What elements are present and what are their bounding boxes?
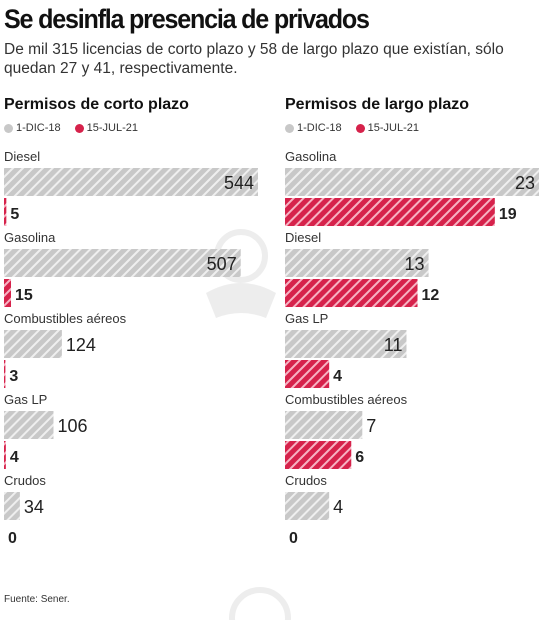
legend-item-new-long: 15-JUL-21 — [355, 122, 419, 134]
value-label-2018: 13 — [405, 254, 425, 274]
bar-2021 — [4, 198, 7, 226]
legend-dot-old — [4, 123, 13, 133]
bar-2018 — [4, 249, 241, 277]
value-label-2021: 12 — [422, 287, 440, 304]
legend-item-old-long: 1-DIC-18 — [285, 122, 342, 134]
value-label-2018: 106 — [57, 416, 87, 436]
value-label-2018: 7 — [366, 416, 376, 436]
value-label-2021: 4 — [333, 368, 342, 385]
value-label-2018: 23 — [515, 173, 535, 193]
bar-2021 — [4, 360, 6, 388]
short-term-chart: Diesel 544 5 Gasolina 507 15 Combustibles aére… — [4, 149, 258, 547]
source-note: Fuente: Sener. — [4, 594, 70, 605]
bar-2021 — [4, 279, 12, 307]
category-label: Diesel — [285, 230, 321, 245]
value-label-2021: 0 — [289, 530, 298, 547]
value-label-2021: 0 — [8, 530, 17, 547]
value-label-2018: 507 — [207, 254, 237, 274]
long-term-chart: Gasolina 23 19 Diesel 13 12 Gas LP 11 4 Combustib… — [285, 149, 539, 547]
value-label-2021: 3 — [9, 368, 18, 385]
value-label-2018: 544 — [224, 173, 254, 193]
value-label-2018: 34 — [24, 497, 44, 517]
panel-title-short: Permisos de corto plazo — [4, 96, 189, 113]
category-label: Combustibles aéreos — [285, 392, 408, 407]
value-label-2021: 5 — [10, 206, 19, 223]
category-label: Crudos — [4, 473, 46, 488]
bar-2018 — [285, 330, 407, 358]
bar-2018 — [285, 492, 330, 520]
bar-2018 — [4, 330, 62, 358]
bar-2018 — [4, 492, 20, 520]
chart-title: Se desinfla presencia de privados — [4, 4, 370, 34]
value-label-2018: 4 — [333, 497, 343, 517]
legend-label-new: 15-JUL-21 — [86, 122, 138, 134]
value-label-2021: 19 — [499, 206, 517, 223]
bar-2018 — [4, 411, 54, 439]
category-label: Diesel — [4, 149, 40, 164]
legend-dot-new — [74, 123, 84, 133]
category-label: Gasolina — [4, 230, 56, 245]
value-label-2021: 6 — [355, 449, 364, 466]
legend-long: 1-DIC-18 15-JUL-21 — [285, 122, 433, 134]
bar-2021 — [285, 360, 330, 388]
bar-2021 — [4, 441, 6, 469]
legend-item-new: 15-JUL-21 — [74, 122, 138, 134]
legend-label-new-long: 15-JUL-21 — [367, 122, 419, 134]
legend-label-old-long: 1-DIC-18 — [297, 122, 342, 134]
legend-label-old: 1-DIC-18 — [16, 122, 61, 134]
value-label-2021: 15 — [15, 287, 33, 304]
panel-title-long: Permisos de largo plazo — [285, 96, 470, 113]
category-label: Combustibles aéreos — [4, 311, 127, 326]
legend-short: 1-DIC-18 15-JUL-21 — [4, 122, 152, 134]
bar-2021 — [285, 441, 352, 469]
bar-2021 — [285, 198, 495, 226]
value-label-2018: 11 — [384, 335, 403, 355]
category-label: Gas LP — [4, 392, 47, 407]
legend-item-old: 1-DIC-18 — [4, 122, 61, 134]
emblem-watermark-bottom — [229, 587, 291, 620]
legend-dot-new-long — [355, 123, 365, 133]
legend-dot-old-long — [285, 123, 294, 133]
chart-subtitle: De mil 315 licencias de corto plazo y 58… — [4, 41, 504, 77]
bar-2018 — [285, 249, 429, 277]
value-label-2021: 4 — [10, 449, 19, 466]
bar-2021 — [285, 279, 418, 307]
category-label: Crudos — [285, 473, 327, 488]
category-label: Gasolina — [285, 149, 337, 164]
bar-2018 — [285, 168, 539, 196]
long-term-panel: Permisos de largo plazo 1-DIC-18 15-JUL-… — [285, 96, 544, 566]
bar-2018 — [285, 411, 363, 439]
short-term-panel: Permisos de corto plazo 1-DIC-18 15-JUL-… — [4, 96, 264, 566]
value-label-2018: 124 — [66, 335, 96, 355]
bar-2018 — [4, 168, 258, 196]
category-label: Gas LP — [285, 311, 328, 326]
